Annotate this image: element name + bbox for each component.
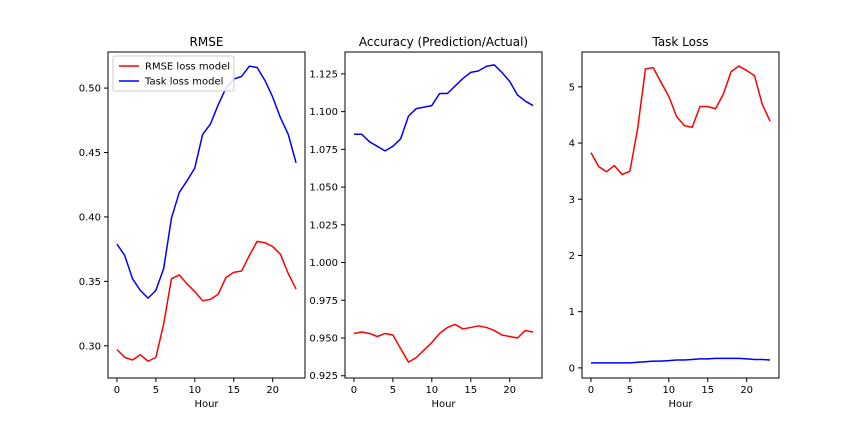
legend-box — [112, 55, 235, 92]
series-line-rmse-loss-model — [116, 240, 297, 362]
x-tick-label: 10 — [425, 385, 438, 396]
panel-3: Task Loss 0 5 10 15 20 0 1 2 3 4 5 Hour — [569, 35, 780, 410]
legend-label: RMSE loss model — [145, 62, 230, 73]
panel-2: Accuracy (Prediction/Actual) 0 5 10 15 20 0.92… — [309, 35, 543, 410]
x-tick-label: 20 — [740, 385, 753, 396]
x-tick-label: 15 — [227, 385, 240, 396]
y-tick-label: 0.925 — [309, 371, 338, 382]
y-tick-label: 0.975 — [309, 296, 338, 307]
series-line-rmse-loss-model — [353, 323, 534, 363]
axes-frame — [107, 51, 306, 379]
x-tick-label: 10 — [188, 385, 201, 396]
y-tick-label: 5 — [569, 82, 575, 93]
y-tick-label: 1 — [569, 307, 575, 318]
legend: RMSE loss model Task loss model — [112, 55, 235, 92]
y-tick-label: 0.50 — [79, 84, 101, 95]
y-tick-label: 4 — [569, 139, 575, 150]
x-tick-label: 20 — [503, 385, 516, 396]
panel-title: Task Loss — [651, 35, 708, 49]
y-tick-label: 1.100 — [309, 107, 338, 118]
legend-label: Task loss model — [144, 77, 223, 88]
x-axis-label: Hour — [431, 399, 456, 410]
series-line-task-loss-model — [353, 64, 534, 152]
y-tick-label: 3 — [569, 195, 575, 206]
axes-frame — [344, 51, 543, 379]
x-tick-label: 15 — [701, 385, 714, 396]
x-tick-label: 0 — [351, 385, 357, 396]
y-tick-label: 0.35 — [79, 277, 101, 288]
y-tick-label: 1.075 — [309, 145, 338, 156]
x-tick-label: 20 — [266, 385, 279, 396]
x-tick-label: 0 — [588, 385, 594, 396]
y-tick-label: 0.40 — [79, 212, 101, 223]
y-tick-label: 1.125 — [309, 69, 338, 80]
series-line-task-loss-model — [116, 65, 297, 299]
x-tick-label: 5 — [153, 385, 159, 396]
series-line-rmse-loss-model — [590, 65, 771, 176]
series-line-task-loss-model — [590, 357, 771, 364]
x-tick-label: 5 — [390, 385, 396, 396]
x-axis-label: Hour — [194, 399, 219, 410]
y-tick-label: 2 — [569, 251, 575, 262]
y-tick-label: 0 — [569, 363, 575, 374]
y-tick-label: 0.950 — [309, 334, 338, 345]
y-tick-label: 1.050 — [309, 183, 338, 194]
y-tick-label: 1.000 — [309, 258, 338, 269]
y-tick-label: 1.025 — [309, 220, 338, 231]
x-tick-label: 10 — [662, 385, 675, 396]
axes-frame — [581, 51, 780, 379]
x-axis-label: Hour — [668, 399, 693, 410]
y-tick-label: 0.45 — [79, 148, 101, 159]
panel-1: RMSE 0 5 10 15 20 0.30 0.35 0.40 0.45 0.50 Hour RMSE… — [79, 35, 306, 410]
y-tick-label: 0.30 — [79, 341, 101, 352]
x-tick-label: 0 — [114, 385, 120, 396]
panel-title: RMSE — [190, 35, 224, 49]
x-tick-label: 15 — [464, 385, 477, 396]
panel-title: Accuracy (Prediction/Actual) — [359, 35, 528, 49]
x-tick-label: 5 — [627, 385, 633, 396]
